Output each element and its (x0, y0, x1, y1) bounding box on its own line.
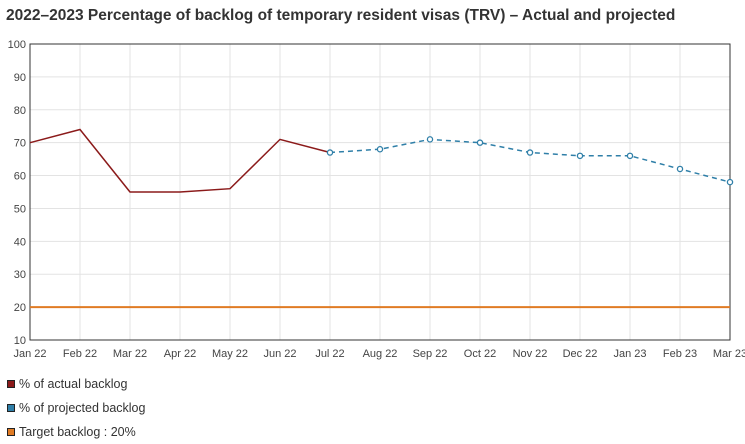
chart-title: 2022–2023 Percentage of backlog of tempo… (6, 7, 676, 24)
legend-swatch-actual (7, 380, 15, 388)
legend-label-actual: % of actual backlog (19, 377, 128, 391)
legend-item-actual[interactable]: % of actual backlog (7, 372, 145, 396)
series-line-0 (29, 128, 331, 193)
x-tick-label: Mar 23 (713, 348, 745, 360)
legend-swatch-target (7, 428, 15, 436)
legend-item-target[interactable]: Target backlog : 20% (7, 420, 145, 444)
series-layer (29, 128, 734, 309)
legend-label-target: Target backlog : 20% (19, 425, 136, 439)
y-tick-label: 30 (14, 269, 26, 281)
data-point[interactable] (526, 149, 534, 156)
data-point[interactable] (676, 165, 684, 173)
x-tick-label: Aug 22 (363, 348, 398, 360)
y-tick-label: 90 (14, 72, 26, 84)
x-tick-label: Dec 22 (563, 348, 598, 360)
data-point[interactable] (326, 149, 334, 156)
x-tick-label: Apr 22 (164, 348, 196, 360)
data-point[interactable] (576, 152, 584, 160)
x-tick-label: Feb 23 (663, 348, 697, 360)
data-point[interactable] (376, 145, 384, 153)
legend-label-projected: % of projected backlog (19, 401, 146, 415)
legend: % of actual backlog % of projected backl… (7, 372, 145, 444)
y-tick-label: 70 (14, 138, 26, 150)
y-tick-label: 50 (14, 203, 26, 215)
x-tick-label: Oct 22 (464, 348, 496, 360)
y-tick-label: 100 (8, 39, 26, 51)
y-tick-label: 40 (14, 236, 26, 248)
x-tick-label: Mar 22 (113, 348, 147, 360)
data-point[interactable] (726, 178, 734, 186)
y-tick-label: 80 (14, 105, 26, 117)
y-axis-ticks: 10 20 30 40 50 60 70 80 90 100 (8, 39, 26, 347)
x-tick-label: Jun 22 (263, 348, 296, 360)
data-point[interactable] (426, 136, 434, 143)
data-point[interactable] (476, 139, 484, 146)
y-tick-label: 20 (14, 302, 26, 314)
plot-border (29, 43, 731, 341)
data-point[interactable] (626, 152, 634, 160)
legend-swatch-projected (7, 404, 15, 412)
x-tick-label: Jul 22 (315, 348, 344, 360)
x-tick-label: Feb 22 (63, 348, 97, 360)
legend-item-projected[interactable]: % of projected backlog (7, 396, 145, 420)
x-tick-label: Jan 23 (613, 348, 646, 360)
y-tick-label: 60 (14, 171, 26, 183)
x-tick-label: May 22 (212, 348, 248, 360)
x-axis-ticks: Jan 22 Feb 22 Mar 22 Apr 22 May 22 Jun 22 Jul … (13, 348, 745, 360)
x-tick-label: Jan 22 (13, 348, 46, 360)
y-tick-label: 10 (14, 335, 26, 347)
x-tick-label: Nov 22 (513, 348, 548, 360)
x-tick-label: Sep 22 (413, 348, 448, 360)
